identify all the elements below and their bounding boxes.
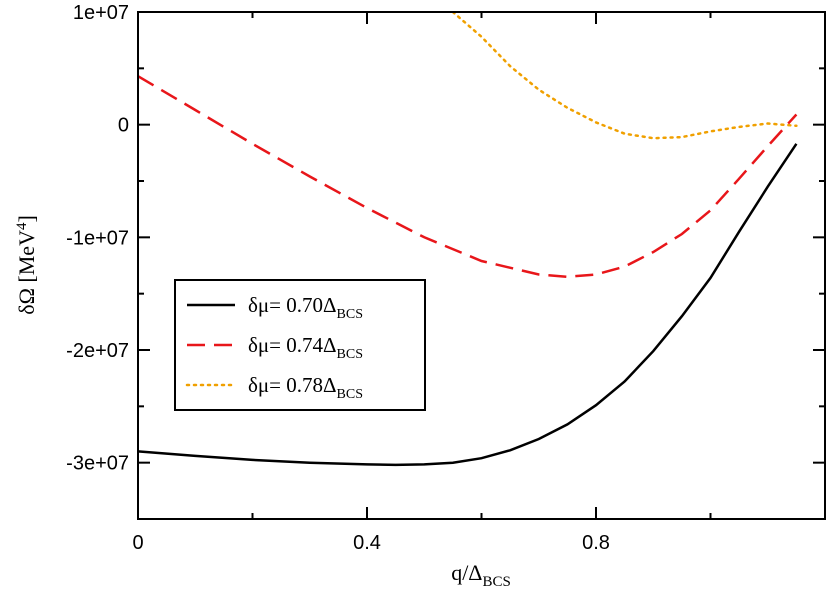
legend-label-3: δμ= 0.78ΔBCS: [248, 373, 363, 402]
y-axis-label-sup: 4: [14, 222, 30, 230]
plot-frame: [137, 11, 826, 520]
legend-label-sub: BCS: [337, 307, 363, 322]
x-tick-label: 0: [132, 532, 143, 554]
y-tick-label: -3e+07: [66, 453, 129, 475]
x-tick-label: 0.8: [582, 532, 610, 554]
legend-label-main: δμ= 0.74Δ: [248, 333, 337, 357]
legend-label-main: δμ= 0.78Δ: [248, 373, 337, 397]
y-tick-label: -1e+07: [66, 227, 129, 249]
y-axis-label-main: δΩ [MeV: [14, 230, 39, 315]
x-axis-label-sub: BCS: [482, 574, 510, 590]
series-line-2: [138, 75, 798, 279]
y-tick-label: -2e+07: [66, 340, 129, 362]
x-axis-label: q/ΔBCS: [451, 560, 511, 590]
legend-label-1: δμ= 0.70ΔBCS: [248, 293, 363, 322]
x-axis-label-main: q/Δ: [451, 560, 482, 585]
y-tick-label: 1e+07: [73, 2, 129, 24]
legend-label-main: δμ= 0.70Δ: [248, 293, 337, 317]
legend-label-sub: BCS: [337, 347, 363, 362]
legend-label-sub: BCS: [337, 387, 363, 402]
series-line-1: [138, 143, 798, 467]
y-axis-label-close: ]: [14, 215, 39, 222]
ticks-layer: 0 0.4 0.8 1e+07 0 -1e+07 -2e+07 -3e+07: [66, 2, 826, 554]
series-line-3: [451, 12, 798, 140]
x-tick-label: 0.4: [353, 532, 381, 554]
y-axis-label: δΩ [MeV4]: [14, 215, 39, 315]
y-tick-label: 0: [118, 115, 129, 137]
series-layer: [138, 12, 798, 467]
legend-label-2: δμ= 0.74ΔBCS: [248, 333, 363, 362]
